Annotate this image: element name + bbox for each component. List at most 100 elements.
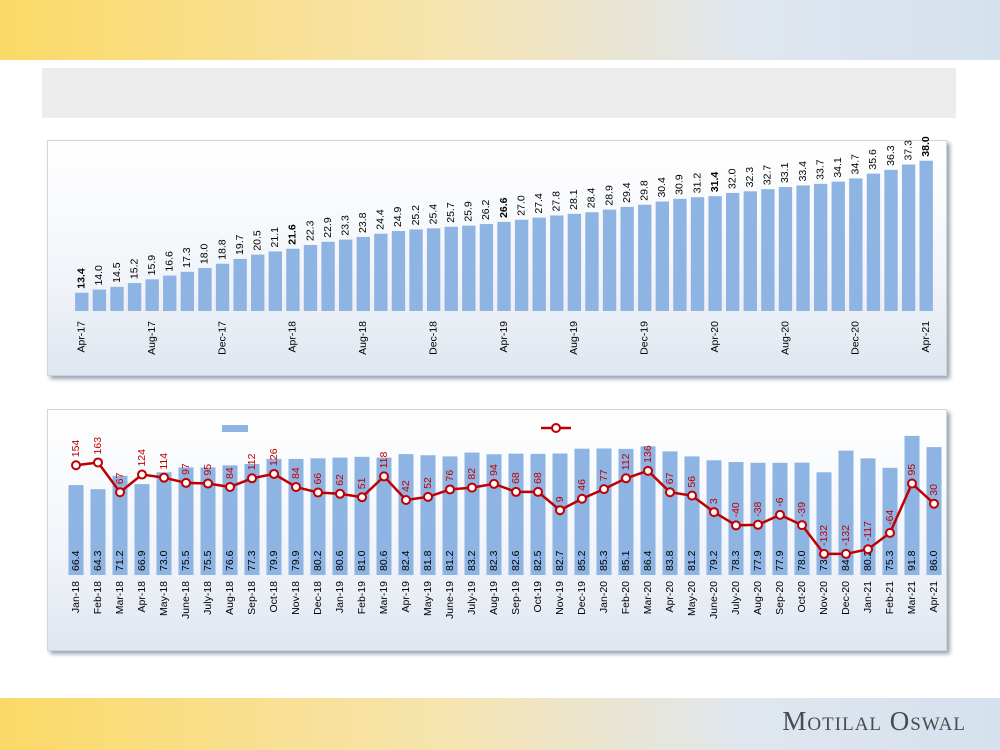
x-tick-label: Feb-19	[356, 581, 368, 614]
bar	[90, 489, 106, 575]
bar	[356, 236, 370, 311]
value-label: 24.4	[375, 209, 387, 230]
bar	[926, 447, 942, 575]
bar	[638, 204, 652, 311]
value-label: 67	[664, 472, 676, 484]
value-label: 14.5	[111, 262, 123, 283]
value-label: 15.9	[146, 255, 158, 276]
x-tick-label: Oct-18	[268, 581, 280, 613]
x-tick-label: Nov-18	[290, 581, 302, 615]
value-label: 29.8	[639, 180, 651, 201]
value-label: 33.4	[797, 161, 809, 182]
line-point	[291, 481, 301, 492]
x-tick-label: Sep-19	[510, 581, 522, 615]
x-tick-label: Apr-18	[287, 321, 299, 353]
x-tick-label: Oct-20	[796, 581, 808, 613]
line-point	[225, 481, 235, 492]
bar	[156, 472, 172, 575]
line-point	[335, 488, 345, 499]
x-tick-label: Nov-20	[818, 581, 830, 615]
bar	[750, 462, 766, 575]
bar	[706, 460, 722, 575]
bar	[585, 212, 599, 311]
value-label: 52	[422, 477, 434, 489]
bar	[464, 452, 480, 575]
value-label: -117	[862, 521, 874, 541]
value-label: 19.7	[234, 234, 246, 255]
bar	[222, 465, 238, 575]
value-label: 28.1	[568, 189, 580, 210]
value-label: 81.2	[444, 550, 456, 571]
line-point	[819, 548, 829, 559]
bar	[684, 456, 700, 575]
value-label: 83.2	[466, 550, 478, 571]
legend-marker	[222, 425, 248, 432]
bar	[866, 173, 881, 311]
value-label: 79.9	[290, 550, 302, 571]
bar	[127, 283, 142, 311]
bar	[813, 183, 828, 311]
value-label: 36.3	[885, 145, 897, 166]
line-point	[71, 460, 81, 471]
x-tick-label: July-18	[202, 581, 214, 615]
value-label: 85.2	[576, 550, 588, 571]
line-point	[555, 505, 565, 516]
value-label: 46	[576, 479, 588, 491]
bar	[180, 271, 195, 311]
line-point	[357, 492, 367, 503]
value-label: 16.6	[164, 251, 176, 272]
value-label: 77.9	[774, 550, 786, 571]
bar	[901, 164, 916, 311]
value-label: 78.0	[796, 550, 808, 571]
line-point	[313, 487, 323, 498]
bar	[530, 453, 546, 575]
value-label: 85.1	[620, 550, 632, 571]
x-tick-label: May-20	[686, 581, 698, 616]
value-label: 80.2	[312, 550, 324, 571]
x-tick-label: May-18	[158, 581, 170, 616]
bar	[596, 448, 612, 575]
x-tick-label: Dec-20	[840, 581, 852, 615]
value-label: 77.3	[246, 550, 258, 571]
value-label: 80.6	[334, 550, 346, 571]
bar	[215, 263, 230, 311]
x-tick-label: Dec-17	[216, 321, 228, 355]
line-point	[599, 484, 609, 495]
line-point	[93, 457, 103, 468]
value-label: 30.4	[656, 177, 668, 198]
value-label: 23.3	[339, 215, 351, 236]
bar	[145, 279, 159, 311]
value-label: 73.0	[158, 550, 170, 571]
bar	[198, 268, 212, 311]
line-point	[665, 487, 675, 498]
line-point	[797, 520, 807, 531]
value-label: 22.3	[304, 220, 316, 241]
value-label: 9	[554, 496, 566, 502]
bar	[332, 457, 348, 575]
x-tick-label: June-20	[708, 581, 720, 619]
x-tick-label: Dec-19	[639, 321, 651, 355]
bar	[620, 206, 634, 311]
bar	[268, 251, 282, 311]
bar	[442, 456, 458, 575]
value-label: 38.0	[920, 136, 932, 157]
x-tick-label: Mar-21	[906, 581, 918, 614]
value-label: 118	[378, 452, 390, 469]
line-point	[379, 471, 389, 482]
bar	[444, 226, 458, 311]
line-point	[775, 509, 785, 520]
value-label: 97	[180, 463, 192, 475]
bar	[778, 187, 793, 311]
value-label: 82.6	[510, 550, 522, 571]
x-tick-label: Aug-18	[224, 581, 236, 615]
bar	[690, 197, 705, 311]
value-label: 25.4	[427, 204, 439, 225]
line-point	[467, 482, 477, 493]
value-label: 21.6	[287, 224, 299, 245]
bar	[550, 215, 564, 311]
line-point	[621, 473, 631, 484]
value-label: -132	[818, 525, 830, 546]
value-label: 68	[532, 472, 544, 484]
x-tick-label: June-19	[444, 581, 456, 619]
